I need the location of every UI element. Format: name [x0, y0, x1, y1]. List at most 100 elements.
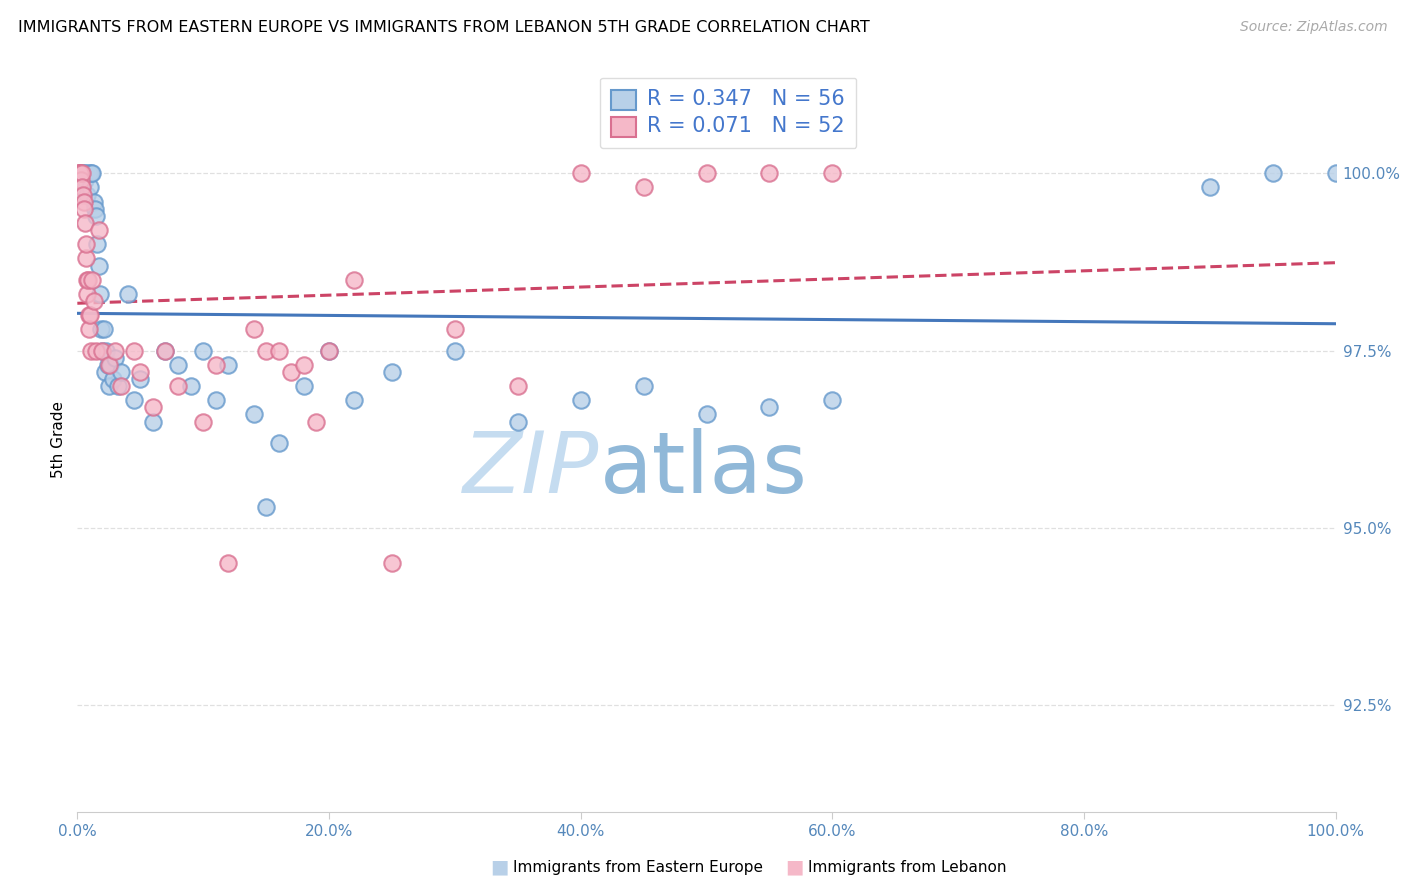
Text: Source: ZipAtlas.com: Source: ZipAtlas.com	[1240, 20, 1388, 34]
Point	[75, 237, 97, 252]
Point	[77, 166, 100, 180]
Point	[129, 365, 152, 379]
Point	[254, 343, 277, 358]
Point	[84, 343, 107, 358]
Point	[86, 237, 108, 252]
Point	[204, 393, 226, 408]
Point	[110, 379, 132, 393]
Point	[381, 557, 404, 571]
Point	[67, 166, 90, 180]
Point	[758, 166, 780, 180]
Point	[79, 180, 101, 194]
Point	[104, 343, 127, 358]
Point	[87, 223, 110, 237]
Point	[83, 194, 105, 209]
Point	[72, 166, 94, 180]
Point	[72, 180, 94, 194]
Point	[696, 166, 718, 180]
Point	[569, 393, 592, 408]
Point	[67, 166, 90, 180]
Point	[82, 273, 104, 287]
Point	[75, 252, 97, 266]
Point	[381, 365, 404, 379]
Point	[117, 286, 139, 301]
Point	[191, 415, 215, 429]
Point	[506, 415, 529, 429]
Point	[72, 194, 94, 209]
Point	[72, 187, 94, 202]
Point	[104, 351, 127, 365]
Text: Immigrants from Lebanon: Immigrants from Lebanon	[808, 860, 1007, 874]
Point	[73, 202, 96, 216]
Point	[569, 166, 592, 180]
Point	[267, 435, 290, 450]
Point	[142, 415, 165, 429]
Point	[167, 379, 190, 393]
Point	[90, 322, 112, 336]
Point	[84, 209, 107, 223]
Point	[69, 166, 91, 180]
Point	[70, 180, 93, 194]
Point	[318, 343, 340, 358]
Point	[97, 358, 120, 372]
Point	[110, 365, 132, 379]
Point	[97, 379, 120, 393]
Point	[89, 286, 111, 301]
Point	[73, 173, 96, 187]
Point	[155, 343, 177, 358]
Point	[94, 365, 117, 379]
Point	[204, 358, 226, 372]
Point	[80, 343, 103, 358]
Text: ■: ■	[489, 857, 509, 877]
Point	[1199, 180, 1222, 194]
Point	[506, 379, 529, 393]
Point	[1324, 166, 1347, 180]
Point	[87, 259, 110, 273]
Point	[73, 216, 96, 230]
Point	[191, 343, 215, 358]
Point	[101, 372, 124, 386]
Point	[69, 166, 91, 180]
Point	[1261, 166, 1284, 180]
Point	[83, 293, 105, 308]
Point	[242, 322, 264, 336]
Text: Immigrants from Eastern Europe: Immigrants from Eastern Europe	[513, 860, 763, 874]
Point	[343, 273, 366, 287]
Point	[142, 401, 165, 415]
Point	[93, 322, 115, 336]
Point	[80, 166, 103, 180]
Point	[98, 358, 121, 372]
Point	[292, 358, 315, 372]
Point	[242, 408, 264, 422]
Point	[696, 408, 718, 422]
Point	[821, 393, 844, 408]
Point	[122, 393, 145, 408]
Point	[75, 166, 97, 180]
Point	[633, 379, 655, 393]
Point	[217, 358, 239, 372]
Point	[821, 166, 844, 180]
Point	[82, 166, 104, 180]
Point	[76, 286, 98, 301]
Point	[91, 343, 114, 358]
Text: IMMIGRANTS FROM EASTERN EUROPE VS IMMIGRANTS FROM LEBANON 5TH GRADE CORRELATION : IMMIGRANTS FROM EASTERN EUROPE VS IMMIGR…	[18, 20, 870, 35]
Point	[155, 343, 177, 358]
Point	[267, 343, 290, 358]
Point	[76, 273, 98, 287]
Point	[167, 358, 190, 372]
Point	[70, 173, 93, 187]
Point	[96, 343, 118, 358]
Point	[77, 308, 100, 322]
Point	[96, 358, 118, 372]
Point	[84, 202, 107, 216]
Point	[129, 372, 152, 386]
Point	[72, 166, 94, 180]
Text: ZIP: ZIP	[464, 427, 599, 510]
Point	[79, 322, 101, 336]
Point	[76, 187, 98, 202]
Point	[107, 379, 129, 393]
Point	[758, 401, 780, 415]
Point	[217, 557, 239, 571]
Point	[70, 166, 93, 180]
Point	[69, 166, 91, 180]
